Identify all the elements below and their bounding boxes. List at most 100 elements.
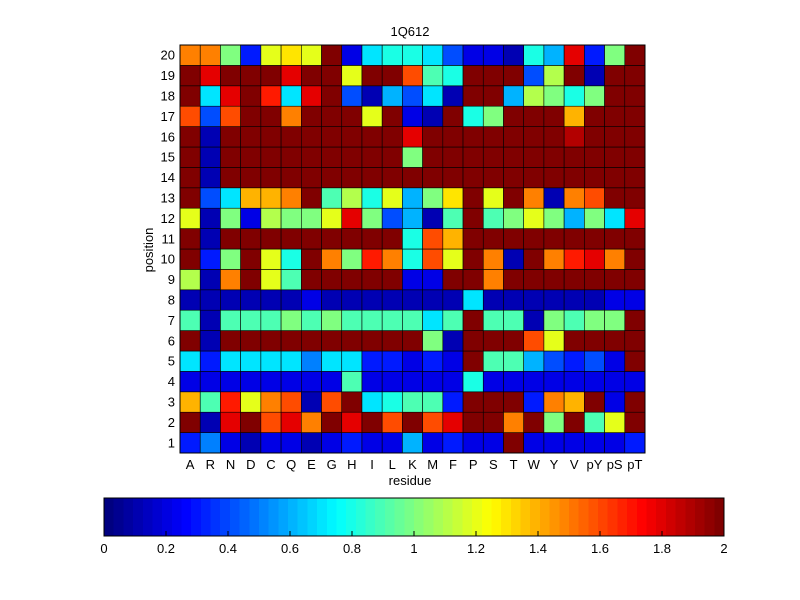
heatmap-cell-pY-5 bbox=[584, 350, 605, 372]
heatmap-cell-M-15 bbox=[422, 146, 444, 168]
heatmap-cell-M-9 bbox=[422, 269, 444, 291]
heatmap-cell-E-2 bbox=[300, 411, 322, 433]
heatmap-cell-pS-5 bbox=[604, 350, 626, 372]
heatmap-cell-K-12 bbox=[402, 207, 423, 229]
heatmap-cell-A-10 bbox=[179, 248, 201, 270]
heatmap-cell-F-19 bbox=[442, 65, 464, 87]
heatmap-cell-pS-20 bbox=[604, 44, 626, 66]
heatmap-cell-S-6 bbox=[482, 330, 504, 352]
heatmap-cell-L-20 bbox=[381, 44, 403, 66]
heatmap-cell-S-3 bbox=[482, 391, 504, 413]
heatmap-cell-pY-4 bbox=[584, 371, 605, 393]
colorbar-tick-label: 0.6 bbox=[281, 541, 299, 556]
heatmap-cell-G-5 bbox=[321, 350, 343, 372]
heatmap-cell-L-14 bbox=[381, 167, 403, 189]
heatmap-cell-S-5 bbox=[482, 350, 504, 372]
heatmap-cell-L-12 bbox=[381, 207, 403, 229]
heatmap-cell-V-7 bbox=[563, 309, 585, 331]
colorbar-tick-label: 0.8 bbox=[343, 541, 361, 556]
heatmap-cell-L-7 bbox=[381, 309, 403, 331]
heatmap-cell-A-18 bbox=[179, 85, 201, 107]
heatmap-cell-G-3 bbox=[321, 391, 343, 413]
heatmap-cell-M-10 bbox=[422, 248, 444, 270]
heatmap-cell-E-4 bbox=[300, 371, 322, 393]
heatmap-cell-C-7 bbox=[260, 309, 282, 331]
heatmap-cell-F-2 bbox=[442, 411, 464, 433]
heatmap-cell-R-3 bbox=[199, 391, 221, 413]
heatmap-cell-L-10 bbox=[381, 248, 403, 270]
heatmap-cell-Y-2 bbox=[543, 411, 565, 433]
heatmap-cell-Q-4 bbox=[280, 371, 302, 393]
heatmap-cell-D-8 bbox=[240, 289, 262, 311]
heatmap-cell-M-12 bbox=[422, 207, 444, 229]
heatmap-cell-T-18 bbox=[503, 85, 525, 107]
heatmap-cell-C-4 bbox=[260, 371, 282, 393]
heatmap-cell-I-12 bbox=[361, 207, 383, 229]
heatmap-cell-T-7 bbox=[503, 309, 525, 331]
heatmap-cell-pS-19 bbox=[604, 65, 626, 87]
heatmap-cell-G-17 bbox=[321, 105, 343, 127]
heatmap-cell-K-6 bbox=[402, 330, 423, 352]
heatmap-cell-H-1 bbox=[341, 432, 363, 454]
x-tick-label: D bbox=[246, 457, 255, 472]
heatmap-cell-L-3 bbox=[381, 391, 403, 413]
heatmap-cell-D-10 bbox=[240, 248, 262, 270]
heatmap-cell-G-11 bbox=[321, 228, 343, 250]
chart-title: 1Q612 bbox=[390, 24, 429, 39]
heatmap-cell-P-11 bbox=[462, 228, 484, 250]
heatmap-cell-Q-18 bbox=[280, 85, 302, 107]
heatmap-cell-pT-3 bbox=[624, 391, 646, 413]
heatmap-cell-A-7 bbox=[179, 309, 201, 331]
heatmap-cell-R-9 bbox=[199, 269, 221, 291]
heatmap-cell-G-10 bbox=[321, 248, 343, 270]
x-tick-label: F bbox=[449, 457, 457, 472]
heatmap-cell-Q-7 bbox=[280, 309, 302, 331]
heatmap-cell-I-19 bbox=[361, 65, 383, 87]
heatmap-cell-H-15 bbox=[341, 146, 363, 168]
y-tick-label: 19 bbox=[161, 68, 175, 83]
heatmap-cell-K-7 bbox=[402, 309, 423, 331]
heatmap-cell-K-20 bbox=[402, 44, 423, 66]
heatmap-cell-L-9 bbox=[381, 269, 403, 291]
heatmap-cell-H-11 bbox=[341, 228, 363, 250]
heatmap-cell-pY-12 bbox=[584, 207, 605, 229]
heatmap-cell-P-16 bbox=[462, 126, 484, 148]
heatmap-cell-pT-9 bbox=[624, 269, 646, 291]
heatmap-cell-C-18 bbox=[260, 85, 282, 107]
heatmap-cell-D-3 bbox=[240, 391, 262, 413]
heatmap-cell-I-18 bbox=[361, 85, 383, 107]
colorbar-tick-labels: 0 0.2 0.4 0.6 0.8 1 1.2 1.4 1.6 1.8 2 bbox=[100, 531, 728, 556]
heatmap-cell-K-2 bbox=[402, 411, 423, 433]
heatmap-cell-Y-11 bbox=[543, 228, 565, 250]
x-tick-label: pT bbox=[627, 457, 642, 472]
heatmap-cell-Q-3 bbox=[280, 391, 302, 413]
colorbar-tick-label: 0.2 bbox=[157, 541, 175, 556]
heatmap-cell-pY-11 bbox=[584, 228, 605, 250]
colorbar-tick-label: 1.2 bbox=[467, 541, 485, 556]
heatmap-cell-Y-7 bbox=[543, 309, 565, 331]
heatmap-cell-T-6 bbox=[503, 330, 525, 352]
heatmap-cell-I-10 bbox=[361, 248, 383, 270]
heatmap-cell-H-18 bbox=[341, 85, 363, 107]
x-tick-label: T bbox=[510, 457, 518, 472]
heatmap-cell-T-8 bbox=[503, 289, 525, 311]
heatmap-cell-T-13 bbox=[503, 187, 525, 209]
heatmap-cell-pY-20 bbox=[584, 44, 605, 66]
heatmap-cell-G-14 bbox=[321, 167, 343, 189]
heatmap-cell-P-5 bbox=[462, 350, 484, 372]
heatmap-cell-W-8 bbox=[523, 289, 545, 311]
heatmap-cell-D-19 bbox=[240, 65, 262, 87]
x-tick-label: M bbox=[427, 457, 438, 472]
x-tick-label: Y bbox=[550, 457, 559, 472]
heatmap-cell-R-8 bbox=[199, 289, 221, 311]
heatmap-cell-A-20 bbox=[179, 44, 201, 66]
y-tick-label: 3 bbox=[168, 395, 175, 410]
heatmap-cell-pS-16 bbox=[604, 126, 626, 148]
heatmap-cell-D-16 bbox=[240, 126, 262, 148]
x-tick-label: P bbox=[469, 457, 478, 472]
heatmap-cell-K-10 bbox=[402, 248, 423, 270]
heatmap-cell-S-4 bbox=[482, 371, 504, 393]
heatmap-cell-L-13 bbox=[381, 187, 403, 209]
heatmap-cell-A-13 bbox=[179, 187, 201, 209]
